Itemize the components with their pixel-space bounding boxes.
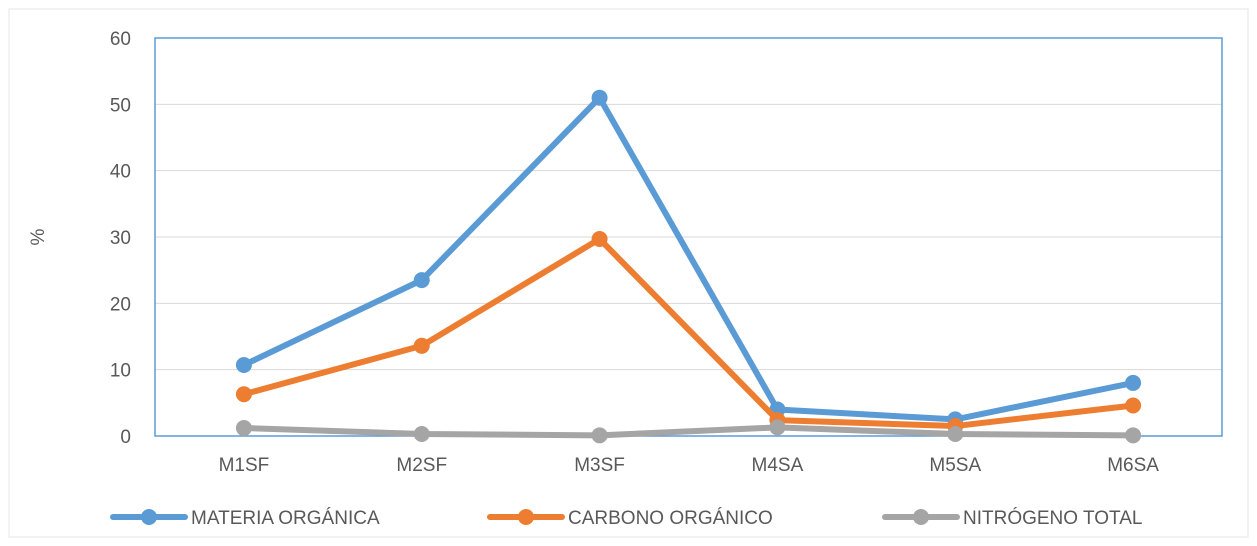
legend-label: CARBONO ORGÁNICO <box>568 508 773 529</box>
data-point <box>591 230 608 247</box>
legend: MATERIA ORGÁNICA CARBONO ORGÁNICO NITRÓGEN… <box>110 507 1142 529</box>
data-point <box>413 337 430 354</box>
gridlines <box>155 103 1222 371</box>
data-point <box>235 386 252 403</box>
data-point <box>235 357 252 374</box>
x-tick-label: M2SF <box>396 455 447 476</box>
data-point <box>591 89 608 106</box>
series-line <box>240 235 1137 430</box>
data-point <box>947 426 964 443</box>
y-tick-label: 20 <box>110 294 131 315</box>
y-tick-label: 0 <box>120 427 131 448</box>
legend-marker <box>913 509 929 525</box>
y-tick-label: 10 <box>110 361 131 382</box>
y-tick-label: 50 <box>110 95 131 116</box>
data-point <box>591 427 608 444</box>
legend-marker <box>518 509 534 525</box>
x-tick-label: M6SA <box>1107 455 1159 476</box>
legend-item: MATERIA ORGÁNICA <box>110 508 380 529</box>
legend-item: NITRÓGENO TOTAL <box>882 507 1142 529</box>
x-tick-label: M4SA <box>752 455 804 476</box>
data-point <box>235 420 252 437</box>
series-1 <box>235 89 1142 428</box>
y-tick-label: 30 <box>110 228 131 249</box>
series-3 <box>235 419 1142 444</box>
data-point <box>1125 397 1142 414</box>
x-tick-label: M1SF <box>219 455 270 476</box>
legend-label: NITRÓGENO TOTAL <box>963 507 1142 529</box>
data-point <box>1125 374 1142 391</box>
legend-item: CARBONO ORGÁNICO <box>487 508 773 529</box>
x-tick-label: M3SF <box>574 455 625 476</box>
data-point <box>413 272 430 289</box>
legend-label: MATERIA ORGÁNICA <box>191 508 380 529</box>
x-axis-ticks: M1SF M2SF M3SF M4SA M5SA M6SA <box>219 455 1160 476</box>
y-axis-ticks: 0 10 20 30 40 50 60 <box>110 29 131 448</box>
series-line <box>240 94 1137 423</box>
x-tick-label: M5SA <box>929 455 981 476</box>
y-axis-title: % <box>28 228 49 245</box>
plot-area-border <box>154 37 1223 437</box>
data-point <box>413 426 430 443</box>
y-tick-label: 40 <box>110 162 131 183</box>
chart-outer-border <box>8 8 1249 538</box>
data-point <box>769 419 786 436</box>
series-line <box>240 424 1137 439</box>
y-tick-label: 60 <box>110 29 131 50</box>
legend-marker <box>141 509 157 525</box>
series-group <box>235 89 1142 444</box>
data-point <box>1125 427 1142 444</box>
